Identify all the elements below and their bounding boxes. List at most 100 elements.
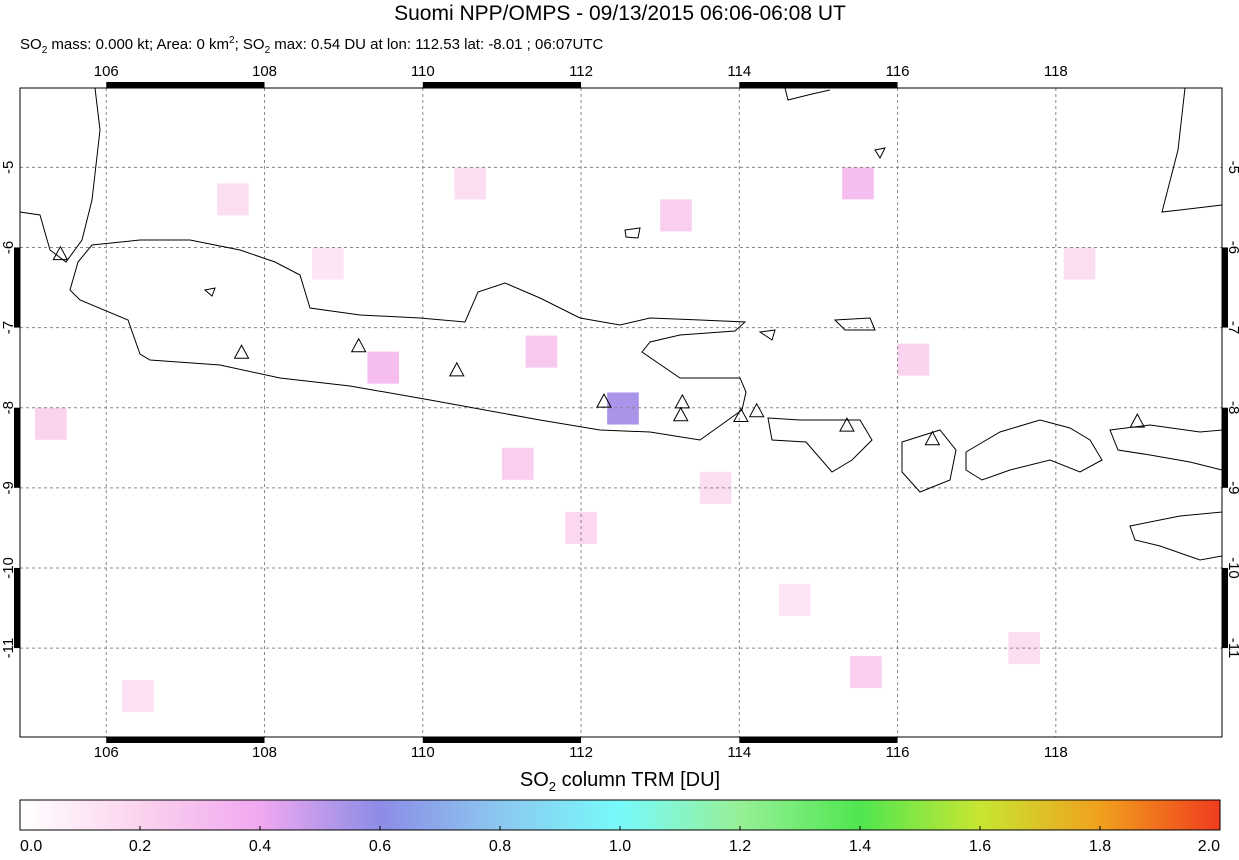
coastline-sumbawa [965, 419, 1103, 481]
x-tick-label: 116 [886, 744, 910, 761]
so2-pixel [35, 407, 67, 440]
volcano [748, 402, 765, 418]
so2-pixel [122, 680, 154, 713]
frame-bar [14, 247, 20, 328]
y-tick-label: -11 [1225, 638, 1239, 659]
x-tick-label: 110 [411, 63, 435, 80]
coastline-sumatra [19, 87, 101, 263]
y-tick-label: -10 [1225, 557, 1239, 579]
so2-pixel [311, 247, 344, 280]
x-tick-label: 110 [411, 744, 435, 761]
y-tick-label: -7 [1225, 321, 1239, 334]
colorbar-tick-label: 1.0 [609, 838, 631, 855]
frame-bar [14, 567, 20, 649]
y-tick-label: -8 [1225, 401, 1239, 414]
colorbar-label: SO2 column TRM [DU] [520, 769, 720, 794]
y-tick-label: -10 [0, 557, 17, 579]
so2-pixel [850, 656, 882, 689]
so2-pixel [454, 167, 487, 200]
x-tick-label: 106 [94, 63, 119, 80]
x-tick-label: 108 [252, 744, 277, 761]
y-tick-label: -11 [0, 638, 17, 659]
coastline-bali [767, 417, 873, 473]
colorbar-label-part: column TRM [DU] [556, 769, 720, 791]
subtitle-part: mass: 0.000 kt; Area: 0 km [47, 36, 229, 53]
colorbar-ticks: 0.0 0.2 0.4 0.6 0.8 1.0 1.2 1.4 1.6 1.8 2.0 [19, 826, 1221, 855]
frame-bars [14, 82, 1228, 743]
volcano [1129, 413, 1146, 428]
coastline-island [203, 147, 886, 341]
subtitle-part: 2 [229, 35, 235, 46]
y-tick-label: -6 [0, 241, 17, 254]
colorbar-tick-label: 0.4 [249, 838, 271, 855]
volcano [233, 344, 250, 359]
x-tick-label: 114 [727, 744, 751, 761]
y-tick-label: -5 [0, 161, 17, 174]
so2-pixel [842, 167, 874, 200]
volcano [674, 393, 691, 409]
colorbar [19, 799, 1221, 831]
coastline-borneo-south [784, 87, 831, 101]
colorbar-tick-label: 0.6 [369, 838, 391, 855]
frame-bar [106, 82, 265, 88]
so2-pixel [1063, 247, 1096, 280]
axes: 106 106 108 108 110 110 112 112 114 114 116 116 118 1… [0, 63, 1239, 761]
coastline-flores [1109, 424, 1223, 471]
colorbar-tick-label: 0.8 [489, 838, 511, 855]
frame-bar [739, 82, 898, 88]
so2-pixel [607, 392, 639, 425]
coastline-borneo [1161, 87, 1223, 213]
volcano [839, 417, 855, 432]
so2-pixel [217, 183, 249, 216]
coastline-lombok [901, 429, 957, 493]
frame-bar [422, 82, 582, 88]
x-tick-label: 118 [1044, 63, 1068, 80]
so2-pixel [367, 351, 400, 384]
coastline-sumba [1129, 511, 1223, 561]
so2-pixel [501, 447, 534, 480]
volcano [596, 393, 612, 408]
y-tick-label: -7 [0, 321, 17, 334]
volcano [924, 430, 941, 446]
volcano [672, 406, 689, 422]
subtitle-part: 2 [265, 45, 271, 56]
x-tick-label: 112 [569, 63, 593, 80]
so2-pixel [525, 335, 558, 368]
frame-bar [1222, 567, 1228, 649]
y-tick-label: -6 [1225, 241, 1239, 254]
y-tick-label: -8 [0, 401, 17, 414]
subtitle-part: 2 [42, 45, 48, 56]
frame-bar [106, 737, 265, 743]
volcanoes [52, 245, 1146, 446]
volcano [350, 337, 367, 353]
title: Suomi NPP/OMPS - 09/13/2015 06:06-06:08 … [394, 2, 846, 25]
frame-bar [1222, 247, 1228, 328]
x-tick-label: 116 [886, 63, 910, 80]
volcano [733, 407, 749, 423]
volcano [52, 245, 69, 261]
colorbar-label-part: 2 [549, 779, 556, 794]
x-tick-label: 114 [727, 63, 751, 80]
colorbar-tick-label: 1.4 [849, 838, 871, 855]
so2-pixel [897, 343, 930, 376]
subtitle: SO2 mass: 0.000 kt; Area: 0 km2; SO2 max… [20, 35, 604, 56]
subtitle-part: SO [20, 36, 42, 53]
so2-pixel [660, 199, 692, 232]
x-tick-label: 118 [1044, 744, 1068, 761]
coastlines [19, 87, 1223, 561]
frame-bar [1222, 407, 1228, 488]
y-tick-label: -9 [0, 481, 17, 494]
frame-bar [14, 407, 20, 488]
frame-bar [739, 737, 898, 743]
colorbar-tick-label: 0.0 [20, 838, 42, 855]
subtitle-part: ; SO [235, 36, 265, 53]
x-tick-label: 112 [569, 744, 593, 761]
colorbar-tick-label: 1.2 [729, 838, 751, 855]
x-tick-label: 106 [94, 744, 119, 761]
colorbar-tick-label: 1.6 [969, 838, 991, 855]
coastline-java [69, 239, 747, 441]
colorbar-tick-label: 1.8 [1089, 838, 1111, 855]
colorbar-tick-label: 2.0 [1198, 838, 1220, 855]
x-tick-label: 108 [252, 63, 277, 80]
